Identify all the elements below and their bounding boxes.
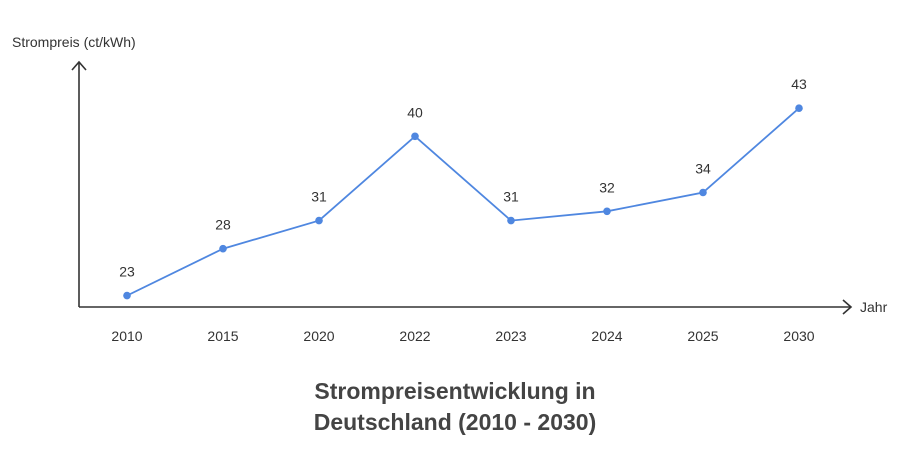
data-label-2010: 23 xyxy=(119,264,135,280)
data-label-2025: 34 xyxy=(695,161,711,177)
points-group xyxy=(123,104,803,300)
data-point-2030 xyxy=(795,104,803,112)
x-tick-label-2024: 2024 xyxy=(591,328,622,344)
data-labels-group: 23 28 31 40 31 32 34 43 xyxy=(119,76,807,279)
chart-title-line-1: Strompreisentwicklung in xyxy=(314,378,596,404)
y-axis-label: Strompreis (ct/kWh) xyxy=(12,34,136,50)
data-point-2025 xyxy=(699,188,707,197)
x-tick-label-2030: 2030 xyxy=(783,328,814,344)
x-tick-label-2015: 2015 xyxy=(207,328,238,344)
data-point-2020 xyxy=(315,216,323,225)
data-label-2024: 32 xyxy=(599,179,615,195)
x-axis-arrow-icon xyxy=(842,299,853,315)
series-group xyxy=(126,107,800,297)
data-label-2023: 31 xyxy=(503,189,519,205)
data-label-2015: 28 xyxy=(215,217,231,233)
data-point-2023 xyxy=(507,216,515,225)
data-label-2030: 43 xyxy=(791,76,807,92)
x-tick-label-2020: 2020 xyxy=(303,328,334,344)
x-axis-label: Jahr xyxy=(860,299,888,315)
x-tick-labels-group: 2010 2015 2020 2022 2023 2024 2025 2030 xyxy=(111,328,814,344)
series-line xyxy=(126,107,800,297)
x-tick-label-2010: 2010 xyxy=(111,328,142,344)
data-label-2022: 40 xyxy=(407,104,423,120)
data-point-2010 xyxy=(123,291,131,300)
data-point-2022 xyxy=(411,132,419,141)
chart-title-line-2: Deutschland (2010 - 2030) xyxy=(313,409,597,435)
data-label-2020: 31 xyxy=(311,189,327,205)
x-tick-label-2022: 2022 xyxy=(399,328,430,344)
x-tick-label-2023: 2023 xyxy=(495,328,526,344)
data-point-2024 xyxy=(603,207,611,216)
chart-title: Strompreisentwicklung in Deutschland (20… xyxy=(0,376,910,438)
y-axis-arrow-icon xyxy=(71,60,87,71)
x-tick-label-2025: 2025 xyxy=(687,328,718,344)
data-point-2015 xyxy=(219,244,227,253)
